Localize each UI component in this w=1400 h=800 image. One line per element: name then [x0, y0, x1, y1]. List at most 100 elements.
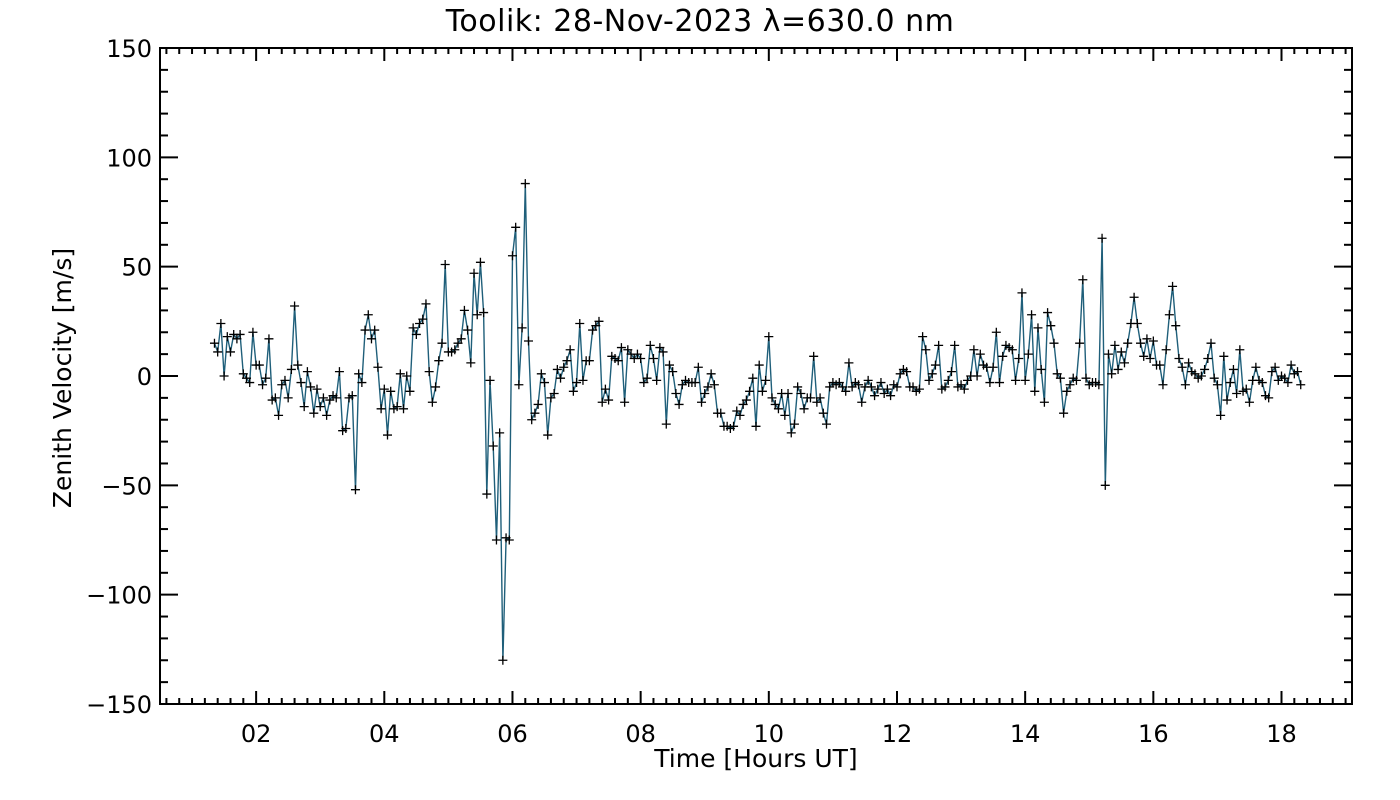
- data-point: [261, 373, 271, 383]
- data-point: [373, 362, 383, 372]
- data-point: [498, 655, 508, 665]
- data-point: [536, 369, 546, 379]
- data-point: [946, 367, 956, 377]
- data-point: [283, 393, 293, 403]
- data-point: [296, 378, 306, 388]
- data-point: [642, 373, 652, 383]
- data-point: [1014, 354, 1024, 364]
- data-point: [456, 334, 466, 344]
- data-point: [693, 362, 703, 372]
- data-point: [309, 408, 319, 418]
- data-point: [434, 356, 444, 366]
- data-point: [357, 378, 367, 388]
- series-zenith-velocity: [209, 179, 1306, 665]
- data-point: [709, 380, 719, 390]
- data-point: [1286, 360, 1296, 370]
- data-point: [751, 421, 761, 431]
- data-point: [235, 329, 245, 339]
- data-point: [1116, 347, 1126, 357]
- data-point: [562, 356, 572, 366]
- data-point: [902, 367, 912, 377]
- data-point: [424, 367, 434, 377]
- data-point: [376, 404, 386, 414]
- data-point: [360, 325, 370, 335]
- chart-title: Toolik: 28-Nov-2023 λ=630.0 nm: [445, 4, 955, 39]
- data-point: [934, 340, 944, 350]
- data-point: [754, 360, 764, 370]
- data-point: [1020, 375, 1030, 385]
- data-point: [427, 397, 437, 407]
- data-point: [1113, 364, 1123, 374]
- data-point: [395, 369, 405, 379]
- data-point: [1219, 351, 1229, 361]
- data-point: [225, 347, 235, 357]
- data-point: [1222, 395, 1232, 405]
- data-point: [748, 373, 758, 383]
- data-point: [322, 410, 332, 420]
- data-point: [886, 391, 896, 401]
- data-point: [1251, 362, 1261, 372]
- x-tick-label: 10: [754, 720, 785, 748]
- data-point: [1081, 373, 1091, 383]
- data-point: [1203, 354, 1213, 364]
- data-point: [1174, 354, 1184, 364]
- data-point: [572, 378, 582, 388]
- data-point: [517, 323, 527, 333]
- data-point: [664, 360, 674, 370]
- data-point: [552, 364, 562, 374]
- data-point: [405, 386, 415, 396]
- data-point: [972, 371, 982, 381]
- data-point: [620, 397, 630, 407]
- data-point: [700, 388, 710, 398]
- data-point: [408, 323, 418, 333]
- data-point: [216, 319, 226, 329]
- data-point: [950, 340, 960, 350]
- data-point: [793, 382, 803, 392]
- data-point: [1283, 378, 1293, 388]
- data-point: [940, 382, 950, 392]
- data-point: [805, 393, 815, 403]
- data-point: [1200, 364, 1210, 374]
- data-point: [507, 251, 517, 261]
- data-point: [921, 345, 931, 355]
- data-point: [1244, 397, 1254, 407]
- data-point: [866, 382, 876, 392]
- data-point: [671, 388, 681, 398]
- data-point: [1184, 358, 1194, 368]
- data-point: [796, 388, 806, 398]
- data-point: [306, 382, 316, 392]
- data-point: [1171, 321, 1181, 331]
- data-point: [1142, 334, 1152, 344]
- data-point: [918, 332, 928, 342]
- data-point: [578, 375, 588, 385]
- data-point: [741, 395, 751, 405]
- data-point: [1017, 288, 1027, 298]
- data-point: [299, 402, 309, 412]
- data-point: [1296, 380, 1306, 390]
- data-point: [876, 378, 886, 388]
- data-point: [703, 382, 713, 392]
- data-point: [402, 371, 412, 381]
- data-point: [985, 378, 995, 388]
- data-point: [1139, 351, 1149, 361]
- data-point: [600, 384, 610, 394]
- data-point: [1216, 410, 1226, 420]
- data-point: [383, 430, 393, 440]
- data-point: [315, 402, 325, 412]
- data-point: [520, 179, 530, 189]
- data-point: [975, 349, 985, 359]
- data-point: [280, 375, 290, 385]
- data-point: [1103, 349, 1113, 359]
- data-point: [475, 257, 485, 267]
- data-point: [213, 347, 223, 357]
- data-point: [613, 356, 623, 366]
- data-point: [1228, 364, 1238, 374]
- data-point: [818, 408, 828, 418]
- data-point: [969, 345, 979, 355]
- data-point: [1212, 380, 1222, 390]
- data-point: [735, 410, 745, 420]
- data-point: [841, 386, 851, 396]
- data-point: [870, 391, 880, 401]
- data-point: [1110, 340, 1120, 350]
